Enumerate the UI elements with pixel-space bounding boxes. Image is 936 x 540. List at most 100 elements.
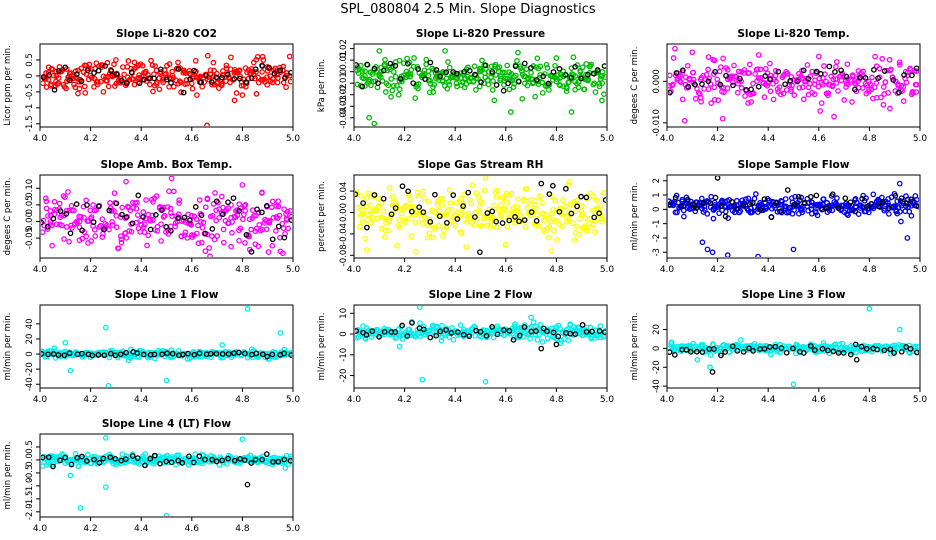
data-point	[67, 230, 74, 237]
data-point	[359, 211, 366, 217]
data-point	[171, 188, 177, 195]
data-point	[399, 322, 406, 329]
data-point	[745, 195, 752, 202]
x-tick-label: 4.0	[660, 265, 675, 275]
data-point	[109, 218, 115, 225]
data-point	[548, 248, 555, 254]
data-point	[113, 224, 120, 231]
data-point	[213, 217, 220, 224]
data-point	[355, 62, 359, 68]
data-point	[147, 455, 154, 462]
data-point	[587, 190, 594, 197]
y-tick-label: -0.5	[25, 465, 35, 482]
data-point	[896, 61, 903, 68]
data-point	[438, 337, 445, 344]
x-tick-label: 4.6	[499, 395, 514, 405]
data-point	[44, 223, 51, 230]
data-point	[187, 217, 193, 224]
y-tick-label: -20	[652, 360, 662, 374]
data-point	[53, 221, 60, 228]
data-point	[680, 67, 686, 74]
data-point	[670, 81, 676, 88]
data-point	[363, 332, 370, 338]
data-point	[190, 459, 197, 466]
data-point	[265, 249, 272, 255]
data-point	[767, 76, 773, 83]
data-point	[878, 94, 884, 101]
data-point	[787, 77, 794, 84]
data-point	[564, 85, 570, 92]
data-point	[599, 216, 605, 222]
data-point	[484, 77, 491, 84]
data-point	[63, 85, 69, 92]
data-point	[134, 212, 141, 218]
data-point	[764, 82, 771, 89]
data-point	[813, 68, 820, 75]
y-axis-label: ml/min per min.	[317, 313, 327, 381]
data-point	[195, 222, 201, 229]
data-point	[404, 55, 410, 62]
data-point	[259, 351, 266, 358]
data-point	[74, 219, 80, 226]
data-point	[259, 63, 266, 69]
data-point	[208, 233, 215, 239]
data-point	[275, 458, 282, 465]
data-point	[601, 63, 606, 69]
data-point	[465, 189, 472, 196]
y-tick-label: 0	[652, 346, 662, 351]
data-point	[874, 346, 881, 353]
data-point	[213, 458, 220, 465]
data-point	[409, 320, 415, 326]
data-point	[521, 324, 528, 330]
data-point	[537, 321, 544, 328]
data-point	[601, 189, 606, 196]
data-point	[885, 90, 892, 96]
data-point	[281, 206, 288, 213]
x-tick-label: 4.2	[83, 524, 97, 534]
data-point	[242, 350, 248, 357]
data-point	[90, 219, 97, 226]
data-point	[750, 348, 756, 354]
data-point	[754, 66, 761, 73]
data-point	[55, 352, 62, 358]
data-point	[835, 88, 841, 94]
data-point	[287, 349, 292, 356]
y-tick-label: -0.08	[339, 244, 349, 266]
data-point	[163, 377, 170, 384]
data-point	[913, 65, 919, 72]
data-point	[77, 505, 84, 511]
y-axis-label: Licor ppm per min.	[3, 45, 13, 126]
data-point	[860, 68, 867, 75]
data-point	[871, 66, 877, 73]
data-point	[483, 332, 490, 339]
y-tick-label: -20	[339, 369, 349, 383]
panel-title: Slope Line 1 Flow	[115, 289, 219, 301]
data-point	[477, 223, 484, 229]
data-point	[202, 456, 208, 463]
data-point	[388, 76, 395, 82]
data-point	[199, 460, 206, 467]
data-point	[583, 194, 590, 201]
data-point	[202, 248, 209, 255]
data-point	[794, 342, 801, 349]
data-point	[452, 222, 459, 229]
data-point	[799, 84, 806, 91]
data-point	[134, 455, 141, 461]
data-point	[393, 242, 400, 249]
data-point	[176, 200, 182, 206]
data-point	[592, 89, 599, 95]
data-point	[857, 74, 864, 81]
data-point	[156, 86, 163, 93]
data-point	[61, 236, 67, 242]
data-point	[489, 69, 496, 75]
data-point	[812, 208, 819, 214]
y-tick-label: 0.01	[339, 51, 349, 70]
y-tick-label: -3	[652, 248, 662, 256]
data-point	[376, 334, 382, 340]
data-point	[437, 73, 443, 80]
data-point	[228, 243, 234, 250]
data-point	[364, 217, 371, 223]
data-point	[519, 95, 526, 102]
data-point	[572, 63, 579, 70]
data-point	[407, 73, 414, 80]
